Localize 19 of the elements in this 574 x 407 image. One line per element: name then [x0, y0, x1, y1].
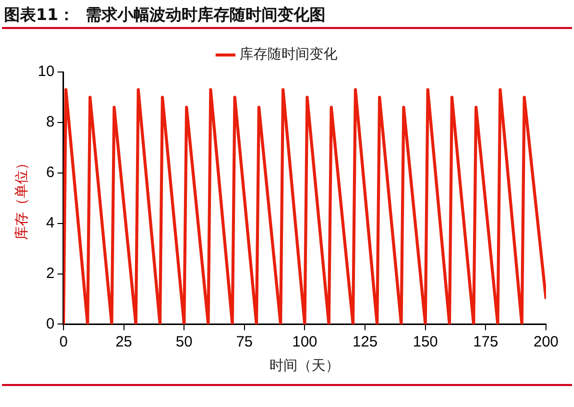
y-tick-label: 0: [46, 315, 54, 332]
chart-title: 图表11： 需求小幅波动时库存随时间变化图: [4, 5, 326, 26]
x-tick-label: 125: [352, 333, 378, 350]
x-axis-title: 时间（天）: [270, 358, 340, 374]
y-tick-label: 6: [46, 164, 54, 182]
x-tick-label: 175: [473, 333, 498, 350]
y-tick-label: 4: [46, 214, 54, 232]
y-tick-label: 2: [46, 264, 54, 282]
x-tick-label: 0: [59, 333, 68, 350]
y-axis-title: 库存（单位）: [14, 156, 30, 240]
x-tick-label: 75: [236, 333, 253, 350]
y-tick-label: 10: [38, 63, 54, 80]
legend-label: 库存随时间变化: [240, 46, 338, 63]
y-tick-label: 8: [46, 114, 54, 131]
x-tick-label: 50: [176, 333, 192, 350]
x-tick-label: 150: [412, 333, 438, 350]
x-tick-label: 25: [115, 333, 132, 350]
x-tick-label: 200: [533, 333, 559, 350]
x-tick-label: 100: [292, 333, 318, 350]
